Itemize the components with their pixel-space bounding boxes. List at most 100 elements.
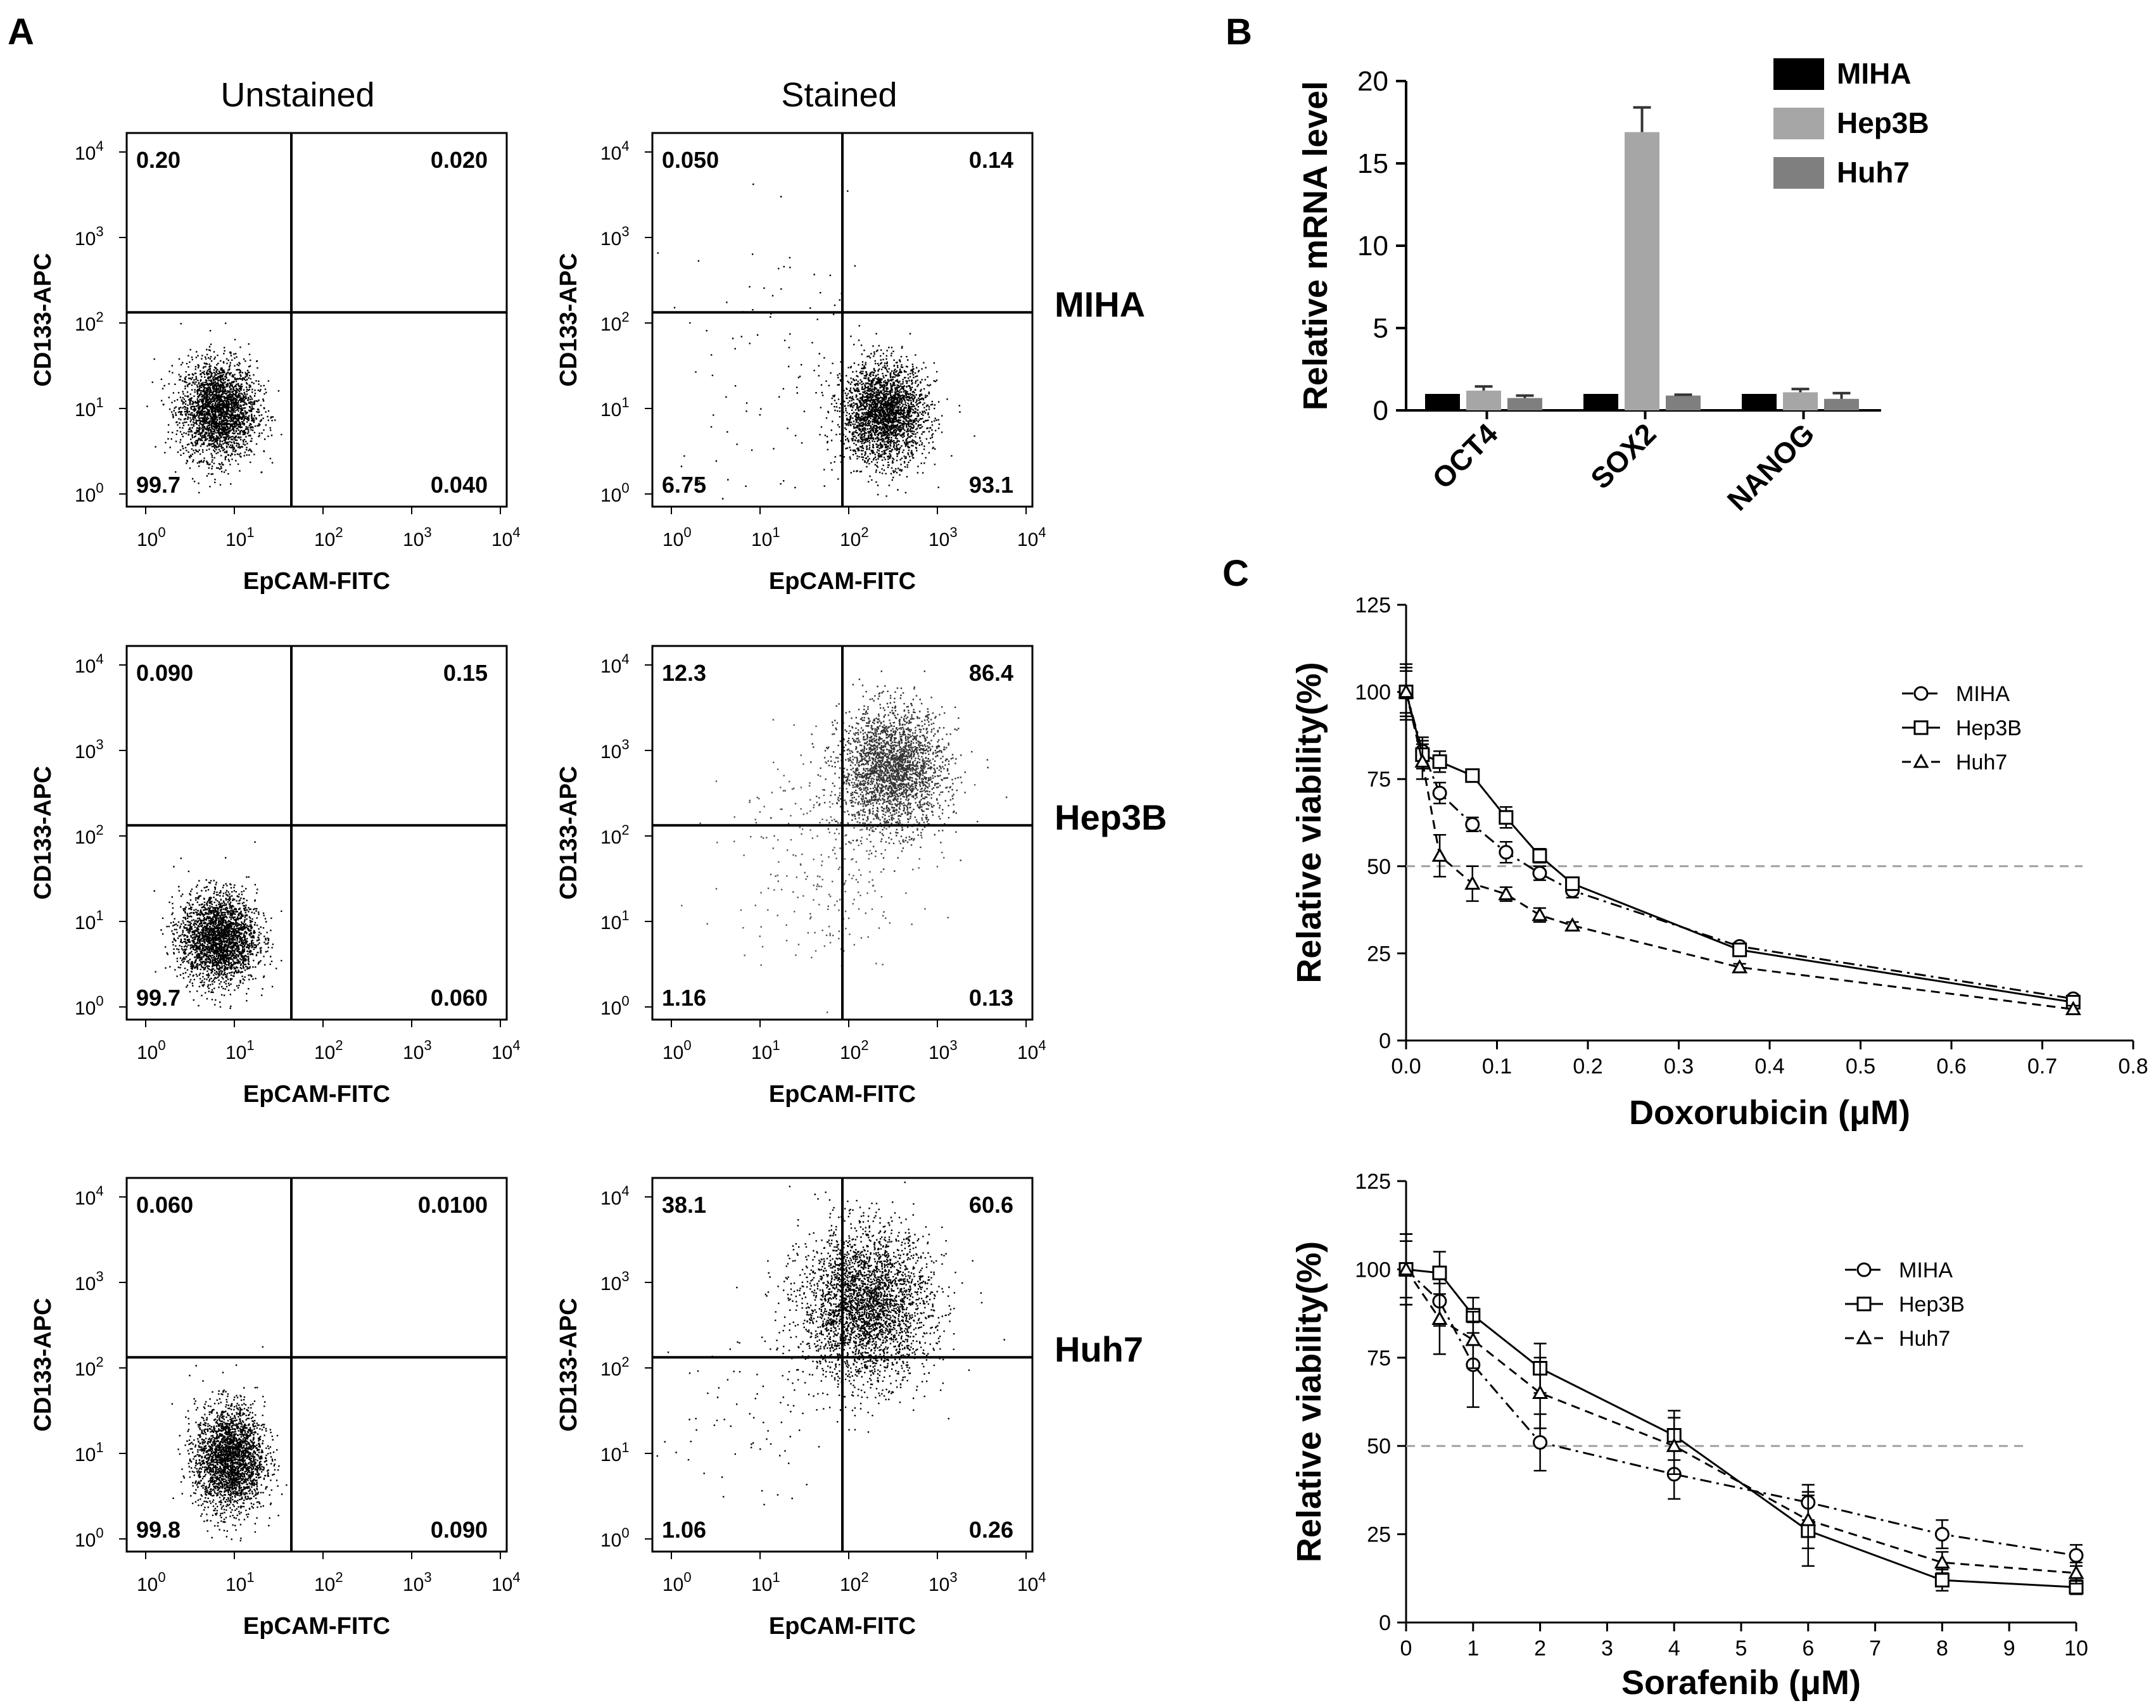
tick-base: 10: [403, 1574, 424, 1595]
data-point-circle: [1432, 785, 1447, 800]
series-hep3b: [1398, 1233, 2084, 1595]
bar-hep3b-nanog: [1783, 392, 1818, 410]
tick-exponent: 1: [772, 524, 780, 540]
y-axis-tick-label: 102: [600, 309, 630, 335]
tick-base: 10: [600, 229, 621, 250]
y-tick-label: 20: [1357, 66, 1388, 97]
data-point-triangle: [2065, 1001, 2081, 1015]
y-axis-tick-label: 104: [600, 1183, 630, 1209]
x-tick-label: 0.6: [1936, 1054, 1966, 1079]
tick-exponent: 0: [621, 1525, 629, 1541]
y-axis-label: CD133-APC: [555, 766, 582, 899]
tick-base: 10: [600, 656, 621, 677]
data-point-triangle: [1398, 1261, 1414, 1275]
x-axis-tick-label: 102: [314, 1569, 343, 1595]
tick-base: 10: [137, 1042, 158, 1063]
tick-base: 10: [840, 1042, 861, 1063]
tick-exponent: 1: [621, 1439, 629, 1455]
tick-base: 10: [137, 529, 158, 550]
legend-label-huh7: Huh7: [1837, 156, 1910, 189]
tick-base: 10: [75, 1274, 96, 1294]
x-axis-label: EpCAM-FITC: [243, 1613, 390, 1640]
quadrant-value-bottom-left: 6.75: [662, 472, 706, 498]
series-line: [1405, 1268, 2077, 1557]
x-axis-tick-label: 101: [751, 1037, 780, 1063]
cell-line-label-miha: MIHA: [1055, 284, 1145, 324]
y-axis-tick-label: 101: [600, 395, 630, 421]
tick-exponent: 4: [1038, 1037, 1046, 1053]
x-axis-tick-label: 102: [840, 1037, 869, 1063]
legend-label-miha: MIHA: [1837, 57, 1912, 90]
x-tick-label: 1: [1467, 1636, 1479, 1661]
x-tick-label-oct4: OCT4: [1426, 417, 1504, 495]
tick-base: 10: [600, 1188, 621, 1209]
legend-label-hep3b: Hep3B: [1956, 716, 2022, 740]
y-axis-tick-label: 104: [75, 138, 104, 164]
tick-base: 10: [75, 1359, 96, 1380]
quadrant-value-top-left: 0.060: [136, 1192, 193, 1218]
tick-exponent: 3: [96, 1268, 103, 1284]
data-point-triangle: [1532, 1384, 1549, 1400]
x-tick-label: 0.1: [1482, 1054, 1512, 1079]
column-title-unstained: Unstained: [220, 76, 374, 114]
y-tick-label: 50: [1367, 855, 1391, 879]
y-tick-label: 15: [1357, 148, 1388, 179]
tick-base: 10: [225, 1042, 246, 1063]
data-point-triangle: [1913, 753, 1929, 768]
panel-c-sorafenib-chart: 0 25 50 75 100 125 0 1 2 3 4 5 6 7 8 9 10 Sorafenib (μM) R…: [1290, 1170, 2088, 1702]
y-axis-label: CD133-APC: [30, 253, 56, 386]
data-point-triangle: [1800, 1512, 1817, 1526]
x-axis-tick-label: 103: [403, 524, 432, 550]
tick-exponent: 3: [424, 1037, 431, 1053]
tick-base: 10: [75, 827, 96, 848]
y-tick-label: 75: [1367, 1346, 1391, 1370]
y-axis-tick-label: 103: [600, 224, 630, 250]
legend-swatch-huh7: [1773, 157, 1824, 189]
y-tick-label: 25: [1367, 1523, 1391, 1547]
flow-plot-miha-stained: 0.050 0.146.75 93.110010010110110210210310…: [555, 132, 1046, 595]
tick-base: 10: [314, 1042, 335, 1063]
series-miha: [1398, 1233, 2084, 1567]
tick-base: 10: [75, 1445, 96, 1465]
flow-event-cluster: [820, 332, 975, 497]
y-tick-label: 0: [1379, 1611, 1391, 1635]
tick-exponent: 4: [621, 1183, 629, 1199]
y-tick-label: 25: [1367, 942, 1391, 966]
tick-exponent: 2: [96, 1354, 103, 1370]
tick-base: 10: [75, 143, 96, 164]
tick-base: 10: [491, 1042, 512, 1063]
tick-exponent: 3: [949, 1037, 957, 1053]
x-axis-label: Doxorubicin (μM): [1629, 1094, 1910, 1132]
tick-base: 10: [751, 1574, 772, 1595]
legend-swatch-miha: [1773, 58, 1824, 90]
y-tick-label: 10: [1357, 231, 1388, 262]
legend-label-miha: MIHA: [1899, 1258, 1953, 1282]
legend-label-huh7: Huh7: [1956, 750, 2007, 775]
column-title-stained: Stained: [781, 76, 897, 114]
y-axis-tick-label: 102: [75, 822, 104, 848]
x-axis-label: Sorafenib (μM): [1621, 1664, 1861, 1702]
bar-miha-sox2: [1583, 394, 1618, 410]
tick-exponent: 3: [424, 1569, 431, 1585]
data-point-triangle: [1732, 959, 1748, 973]
tick-base: 10: [600, 314, 621, 335]
tick-base: 10: [75, 998, 96, 1019]
y-axis-tick-label: 103: [75, 1268, 104, 1294]
quadrant-value-bottom-left: 99.8: [136, 1517, 181, 1543]
quadrant-value-bottom-right: 93.1: [969, 472, 1013, 498]
tick-base: 10: [600, 998, 621, 1019]
cell-line-label-huh7: Huh7: [1055, 1329, 1143, 1369]
tick-base: 10: [929, 1574, 949, 1595]
tick-exponent: 1: [96, 1439, 103, 1455]
tick-base: 10: [600, 400, 621, 421]
tick-exponent: 0: [158, 1037, 165, 1053]
tick-base: 10: [600, 485, 621, 506]
data-point-square: [1532, 848, 1547, 863]
flow-event-cluster: [810, 670, 1008, 872]
x-axis-tick-label: 101: [225, 1037, 255, 1063]
x-axis-label: EpCAM-FITC: [243, 568, 390, 595]
quadrant-value-bottom-left: 99.7: [136, 985, 181, 1011]
